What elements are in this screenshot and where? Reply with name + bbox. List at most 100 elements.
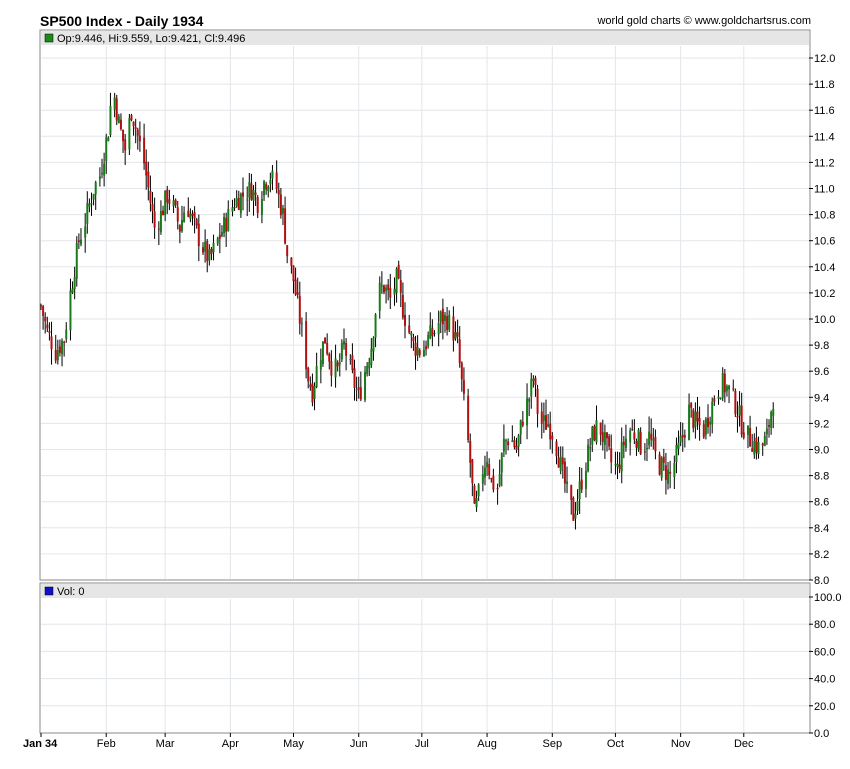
x-tick-label: Dec [734,738,754,750]
candle-body-down [462,380,465,394]
x-tick-label: Nov [671,738,691,750]
price-legend-bar [41,31,809,45]
candle-body-down [412,336,415,342]
candle-body-down [307,368,310,382]
candle-body-up [75,243,78,279]
candle-body-up [164,190,167,216]
candle-body-up [576,500,579,511]
candle-body-down [195,219,198,226]
candle-body-down [134,127,137,130]
candle-body-up [235,197,238,207]
candle-body-up [101,172,104,175]
candle-body-up [746,425,749,435]
candle-body-down [768,425,771,427]
volume-legend-text: Vol: 0 [57,586,85,598]
candle-body-down [473,485,476,504]
candle-body-down [414,342,417,356]
candle-body-up [616,463,619,467]
candle-body-up [90,203,93,205]
candle-body-up [542,415,545,421]
candle-body-up [321,341,324,365]
candle-body-up [410,333,413,336]
candle-body-up [770,412,773,428]
candle-body-down [492,475,495,490]
candle-body-down [418,350,421,355]
candle-body-up [313,385,316,399]
candle-body-up [660,457,663,478]
candle-body-down [572,498,575,521]
candle-body-up [637,429,640,450]
candle-body-down [197,223,200,247]
candle-body-up [709,421,712,425]
candle-body-up [603,432,606,445]
price-legend-marker [44,33,54,43]
candle-body-down [669,471,672,474]
price-y-tick-label: 8.8 [814,471,829,483]
candle-body-down [153,211,156,228]
candle-body-down [296,292,299,296]
price-y-tick-label: 11.6 [814,105,835,117]
volume-y-tick-label: 80.0 [814,619,835,631]
price-y-tick-label: 11.0 [814,184,835,196]
candle-body-up [366,365,369,374]
candle-body-down [702,424,705,438]
candle-body-down [441,308,444,325]
candle-body-down [187,210,190,217]
candle-body-up [84,226,87,238]
price-y-tick-label: 9.0 [814,445,829,457]
candle-body-up [107,137,110,142]
candle-body-down [311,383,314,403]
candle-body-down [732,388,735,390]
candle-body-up [427,334,430,347]
candle-body-up [559,456,562,472]
candle-body-up [688,404,691,441]
candle-body-down [662,456,665,463]
candle-body-up [364,371,367,400]
candle-body-up [574,513,577,519]
x-tick-label: Feb [97,738,116,750]
price-y-tick-label: 12.0 [814,53,835,65]
candle-body-down [635,440,638,448]
candle-body-up [483,467,486,478]
candle-body-up [645,447,648,450]
candle-body-down [696,411,699,422]
price-y-tick-label: 9.4 [814,392,829,404]
candle-body-up [103,163,106,176]
candle-body-up [227,208,230,231]
candle-body-down [736,415,739,418]
candle-body-down [557,457,560,468]
candle-body-up [481,474,484,484]
candle-body-down [723,373,726,393]
candle-body-up [98,176,101,180]
candle-body-up [711,401,714,425]
candle-body-down [460,362,463,380]
candle-body-down [507,441,510,446]
candle-body-up [69,290,72,331]
candle-body-up [79,239,82,245]
candle-body-down [713,398,716,402]
candle-body-down [496,487,499,490]
price-y-tick-label: 10.4 [814,262,835,274]
candle-body-down [515,445,518,451]
candle-body-up [368,362,371,369]
candle-body-down [751,448,754,452]
candle-body-up [223,216,226,234]
candle-body-down [570,485,573,501]
price-panel-frame [39,29,811,581]
volume-y-tick-label: 40.0 [814,674,835,686]
candle-body-down [606,432,609,439]
candle-body-down [490,478,493,480]
candle-body-down [40,305,42,307]
candle-body-up [65,329,68,340]
candle-body-down [601,432,604,442]
candle-body-down [563,461,566,484]
candle-body-down [119,119,122,130]
candle-body-down [458,339,461,364]
candle-body-down [389,288,392,298]
candle-body-up [477,484,480,497]
candle-body-up [475,498,478,508]
candle-body-up [694,411,697,427]
volume-y-tick-label: 0.0 [814,728,829,740]
price-y-tick-label: 8.0 [814,575,829,587]
candle-body-down [147,171,150,188]
